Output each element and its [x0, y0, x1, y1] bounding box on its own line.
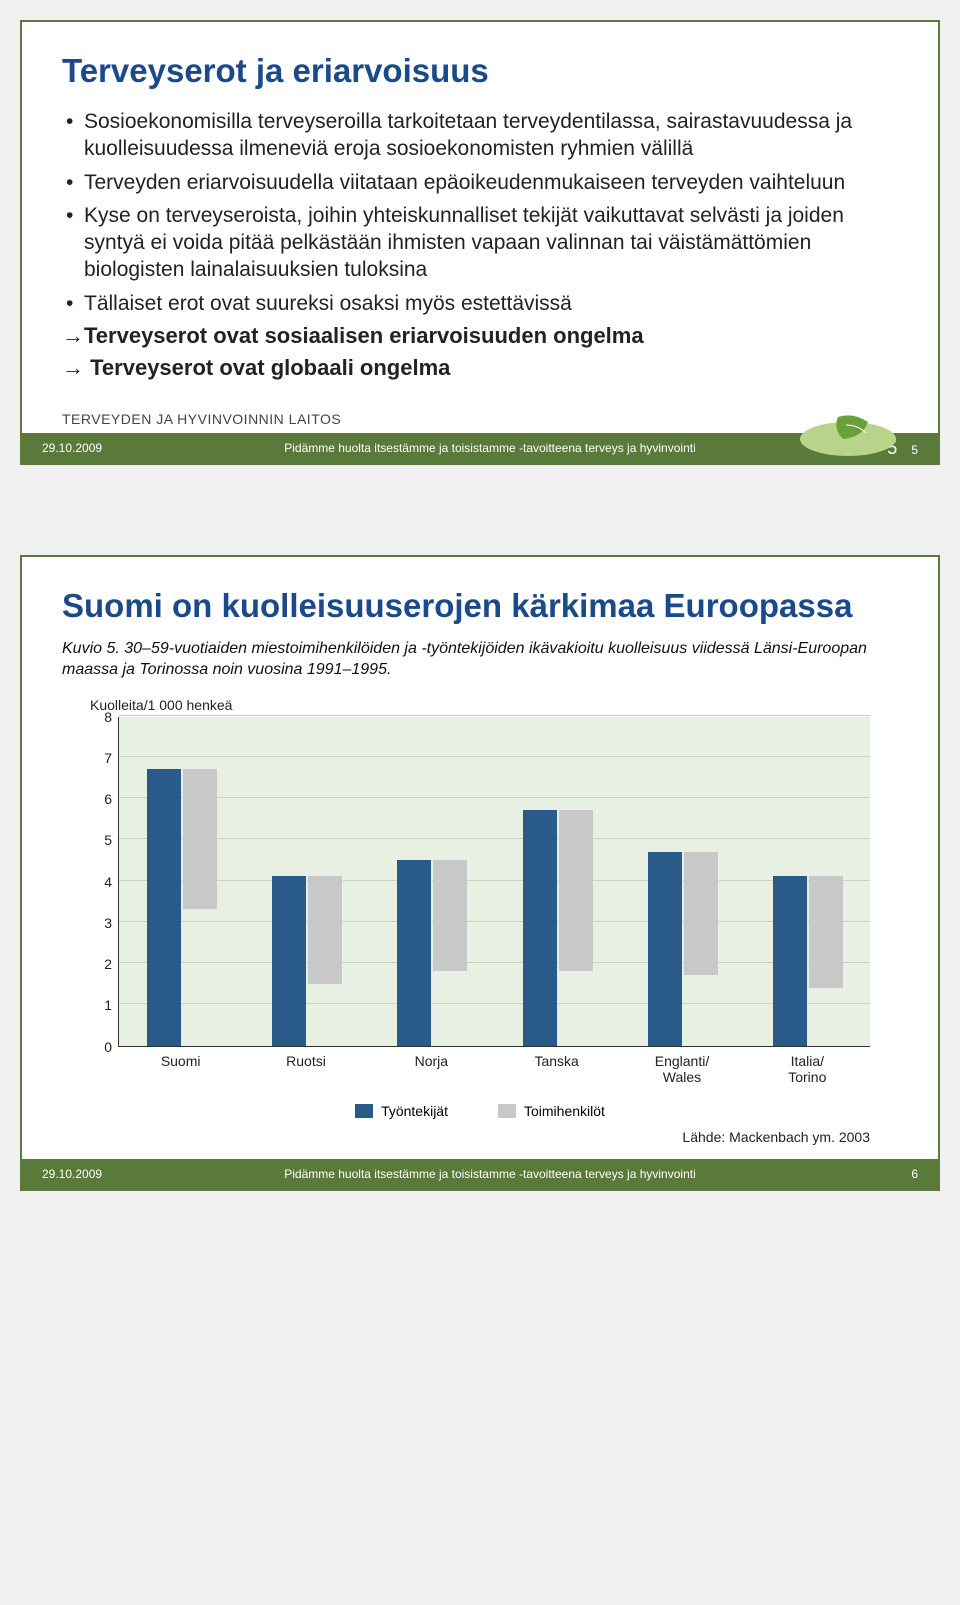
legend-swatch-light	[498, 1104, 516, 1118]
footer-date: 29.10.2009	[42, 441, 142, 455]
chart-plot-area	[118, 717, 870, 1047]
mortality-chart: Kuolleita/1 000 henkeä 0 1 2 3 4 5 6 7 8 SuomiRu…	[90, 697, 870, 1145]
bullet-item: Sosioekonomisilla terveyseroilla tarkoit…	[62, 108, 898, 163]
bar-group	[648, 852, 718, 1046]
org-name: TERVEYDEN JA HYVINVOINNIN LAITOS	[62, 411, 898, 427]
bar-clerks	[433, 860, 467, 971]
grid-line	[119, 921, 870, 922]
legend-label: Toimihenkilöt	[524, 1103, 605, 1119]
grid-line	[119, 797, 870, 798]
footer-date: 29.10.2009	[42, 1167, 142, 1181]
x-category-label: Suomi	[118, 1053, 243, 1085]
figure-caption: Kuvio 5. 30–59-vuotiaiden miestoimihenki…	[62, 639, 898, 681]
y-tick-label: 7	[104, 750, 112, 766]
bar-group	[272, 876, 342, 1045]
grid-line	[119, 756, 870, 757]
bar-clerks	[183, 769, 217, 909]
footer-page: 6	[838, 1167, 918, 1181]
x-category-label: Ruotsi	[243, 1053, 368, 1085]
arrow-text: Terveyserot ovat globaali ongelma	[90, 355, 450, 380]
bar-group	[147, 769, 217, 1045]
slide-1: Terveyserot ja eriarvoisuus Sosioekonomi…	[20, 20, 940, 465]
bullet-item: Terveyden eriarvoisuudella viitataan epä…	[62, 169, 898, 196]
x-category-label: Englanti/Wales	[619, 1053, 744, 1085]
grid-line	[119, 962, 870, 963]
y-tick-label: 4	[104, 874, 112, 890]
slide-footer-area: TERVEYDEN JA HYVINVOINNIN LAITOS 29.10.2…	[62, 411, 898, 463]
bar-workers	[773, 876, 807, 1045]
grid-line	[119, 1003, 870, 1004]
bar-group	[523, 810, 593, 1045]
chart-x-labels: SuomiRuotsiNorjaTanskaEnglanti/WalesItal…	[118, 1053, 870, 1085]
footer-motto: Pidämme huolta itsestämme ja toisistamme…	[142, 1167, 838, 1181]
x-category-label: Italia/Torino	[745, 1053, 870, 1085]
arrow-icon: →	[62, 355, 90, 380]
grid-line	[119, 838, 870, 839]
chart-y-title: Kuolleita/1 000 henkeä	[90, 697, 870, 713]
y-tick-label: 0	[104, 1039, 112, 1055]
bar-workers	[523, 810, 557, 1045]
bar-clerks	[809, 876, 843, 987]
page-small: 5	[911, 443, 918, 457]
bar-workers	[147, 769, 181, 1045]
legend-label: Työntekijät	[381, 1103, 448, 1119]
footer-bar: 29.10.2009 Pidämme huolta itsestämme ja …	[22, 1159, 938, 1189]
bar-workers	[648, 852, 682, 1046]
bar-clerks	[684, 852, 718, 976]
chart-legend: Työntekijät Toimihenkilöt	[90, 1103, 870, 1119]
bar-clerks	[559, 810, 593, 971]
bullet-item: Tällaiset erot ovat suureksi osaksi myös…	[62, 290, 898, 317]
arrow-text: Terveyserot ovat sosiaalisen eriarvoisuu…	[84, 323, 644, 348]
arrow-conclusion-2: → Terveyserot ovat globaali ongelma	[62, 355, 898, 381]
footer-motto: Pidämme huolta itsestämme ja toisistamme…	[142, 441, 838, 455]
bar-group	[397, 860, 467, 1046]
bar-group	[773, 876, 843, 1045]
chart-plot-box: 012345678	[90, 717, 870, 1047]
y-tick-label: 8	[104, 709, 112, 725]
slide-1-title: Terveyserot ja eriarvoisuus	[62, 52, 898, 90]
legend-item-clerks: Toimihenkilöt	[498, 1103, 605, 1119]
legend-swatch-dark	[355, 1104, 373, 1118]
grid-line	[119, 880, 870, 881]
y-tick-label: 1	[104, 997, 112, 1013]
y-tick-label: 2	[104, 956, 112, 972]
arrow-icon: →	[62, 323, 84, 348]
leaf-logo-icon	[778, 407, 898, 457]
chart-y-axis: 012345678	[90, 717, 118, 1047]
slide-2: Suomi on kuolleisuuserojen kärkimaa Euro…	[20, 555, 940, 1191]
chart-source: Lähde: Mackenbach ym. 2003	[90, 1129, 870, 1145]
bar-workers	[397, 860, 431, 1046]
bar-workers	[272, 876, 306, 1045]
x-category-label: Tanska	[494, 1053, 619, 1085]
legend-item-workers: Työntekijät	[355, 1103, 448, 1119]
bullet-item: Kyse on terveyseroista, joihin yhteiskun…	[62, 202, 898, 284]
y-tick-label: 3	[104, 915, 112, 931]
bar-clerks	[308, 876, 342, 983]
arrow-conclusion-1: →Terveyserot ovat sosiaalisen eriarvoisu…	[62, 323, 898, 349]
slide-1-bullets: Sosioekonomisilla terveyseroilla tarkoit…	[62, 108, 898, 317]
slide-footer-area: 29.10.2009 Pidämme huolta itsestämme ja …	[62, 1159, 898, 1189]
y-tick-label: 5	[104, 832, 112, 848]
grid-line	[119, 715, 870, 716]
slide-2-title: Suomi on kuolleisuuserojen kärkimaa Euro…	[62, 587, 898, 625]
page-small: 6	[911, 1167, 918, 1181]
x-category-label: Norja	[369, 1053, 494, 1085]
y-tick-label: 6	[104, 791, 112, 807]
